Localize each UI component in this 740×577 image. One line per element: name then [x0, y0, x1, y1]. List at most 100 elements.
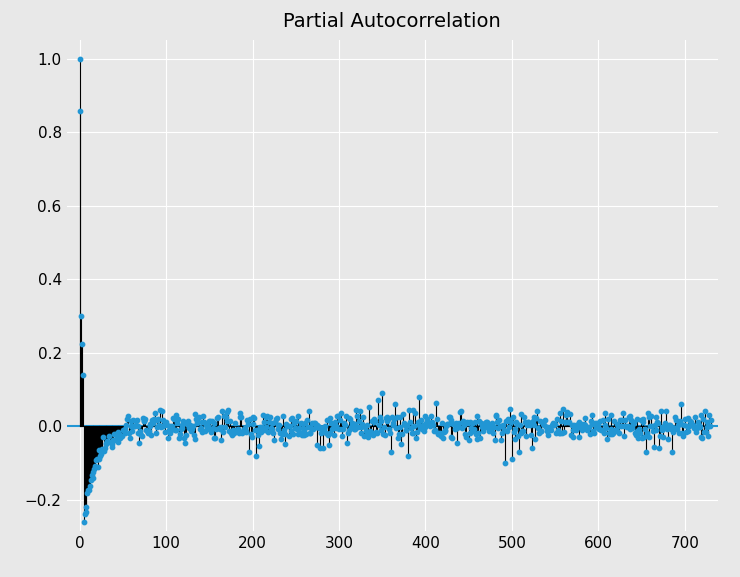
Point: [286, 426, 297, 436]
Point: [111, 433, 123, 443]
Point: [470, 429, 482, 439]
Point: [228, 428, 240, 437]
Point: [266, 418, 278, 428]
Point: [422, 418, 434, 427]
Point: [305, 429, 317, 438]
Point: [448, 419, 460, 428]
Point: [132, 422, 144, 431]
Point: [477, 426, 488, 436]
Point: [478, 424, 490, 433]
Point: [86, 470, 98, 479]
Point: [326, 425, 338, 434]
Point: [653, 444, 665, 453]
Point: [431, 429, 443, 438]
Point: [498, 425, 510, 434]
Point: [490, 411, 502, 421]
Point: [552, 425, 564, 434]
Point: [565, 430, 576, 440]
Point: [307, 425, 319, 434]
Point: [158, 415, 169, 425]
Point: [128, 422, 140, 431]
Point: [127, 415, 139, 425]
Point: [398, 418, 410, 428]
Point: [303, 407, 314, 416]
Point: [95, 449, 107, 459]
Point: [205, 427, 217, 436]
Point: [465, 423, 477, 432]
Point: [511, 417, 522, 426]
Point: [319, 421, 331, 430]
Point: [702, 422, 713, 432]
Point: [155, 422, 166, 432]
Point: [524, 421, 536, 430]
Point: [356, 428, 368, 437]
Point: [141, 425, 152, 434]
Point: [250, 451, 262, 460]
Point: [562, 407, 574, 417]
Point: [563, 418, 575, 427]
Point: [121, 414, 133, 424]
Point: [332, 411, 343, 421]
Point: [223, 426, 235, 436]
Point: [596, 426, 608, 435]
Point: [377, 430, 389, 439]
Point: [435, 432, 447, 441]
Point: [497, 421, 508, 430]
Point: [175, 420, 187, 429]
Point: [100, 440, 112, 449]
Point: [413, 421, 425, 430]
Point: [194, 425, 206, 434]
Point: [394, 413, 406, 422]
Point: [331, 423, 343, 432]
Point: [485, 420, 497, 429]
Point: [191, 418, 203, 428]
Point: [297, 426, 309, 435]
Point: [95, 451, 107, 460]
Point: [565, 421, 577, 430]
Point: [92, 463, 104, 472]
Point: [233, 428, 245, 437]
Point: [273, 420, 285, 429]
Point: [157, 421, 169, 430]
Point: [289, 424, 301, 433]
Point: [425, 411, 437, 421]
Point: [291, 424, 303, 433]
Point: [608, 416, 620, 425]
Point: [597, 415, 609, 424]
Point: [539, 422, 551, 431]
Point: [426, 418, 438, 428]
Point: [650, 412, 662, 421]
Point: [147, 415, 158, 425]
Point: [673, 429, 684, 438]
Point: [659, 418, 671, 428]
Point: [328, 430, 340, 440]
Point: [496, 429, 508, 438]
Point: [405, 423, 417, 432]
Point: [674, 416, 686, 425]
Point: [276, 429, 288, 439]
Point: [475, 418, 487, 428]
Point: [676, 419, 687, 428]
Point: [295, 428, 306, 437]
Point: [357, 412, 369, 421]
Point: [96, 444, 108, 454]
Point: [101, 436, 113, 445]
Point: [83, 486, 95, 495]
Point: [679, 414, 691, 424]
Point: [669, 413, 681, 422]
Point: [275, 428, 286, 437]
Point: [144, 420, 155, 429]
Point: [682, 414, 693, 423]
Point: [546, 421, 558, 430]
Point: [620, 421, 632, 430]
Point: [101, 438, 112, 447]
Point: [656, 425, 667, 434]
Point: [506, 455, 518, 464]
Point: [513, 447, 525, 456]
Point: [243, 447, 255, 456]
Point: [562, 418, 574, 427]
Point: [665, 425, 677, 434]
Point: [148, 414, 160, 424]
Point: [598, 429, 610, 438]
Point: [251, 426, 263, 435]
